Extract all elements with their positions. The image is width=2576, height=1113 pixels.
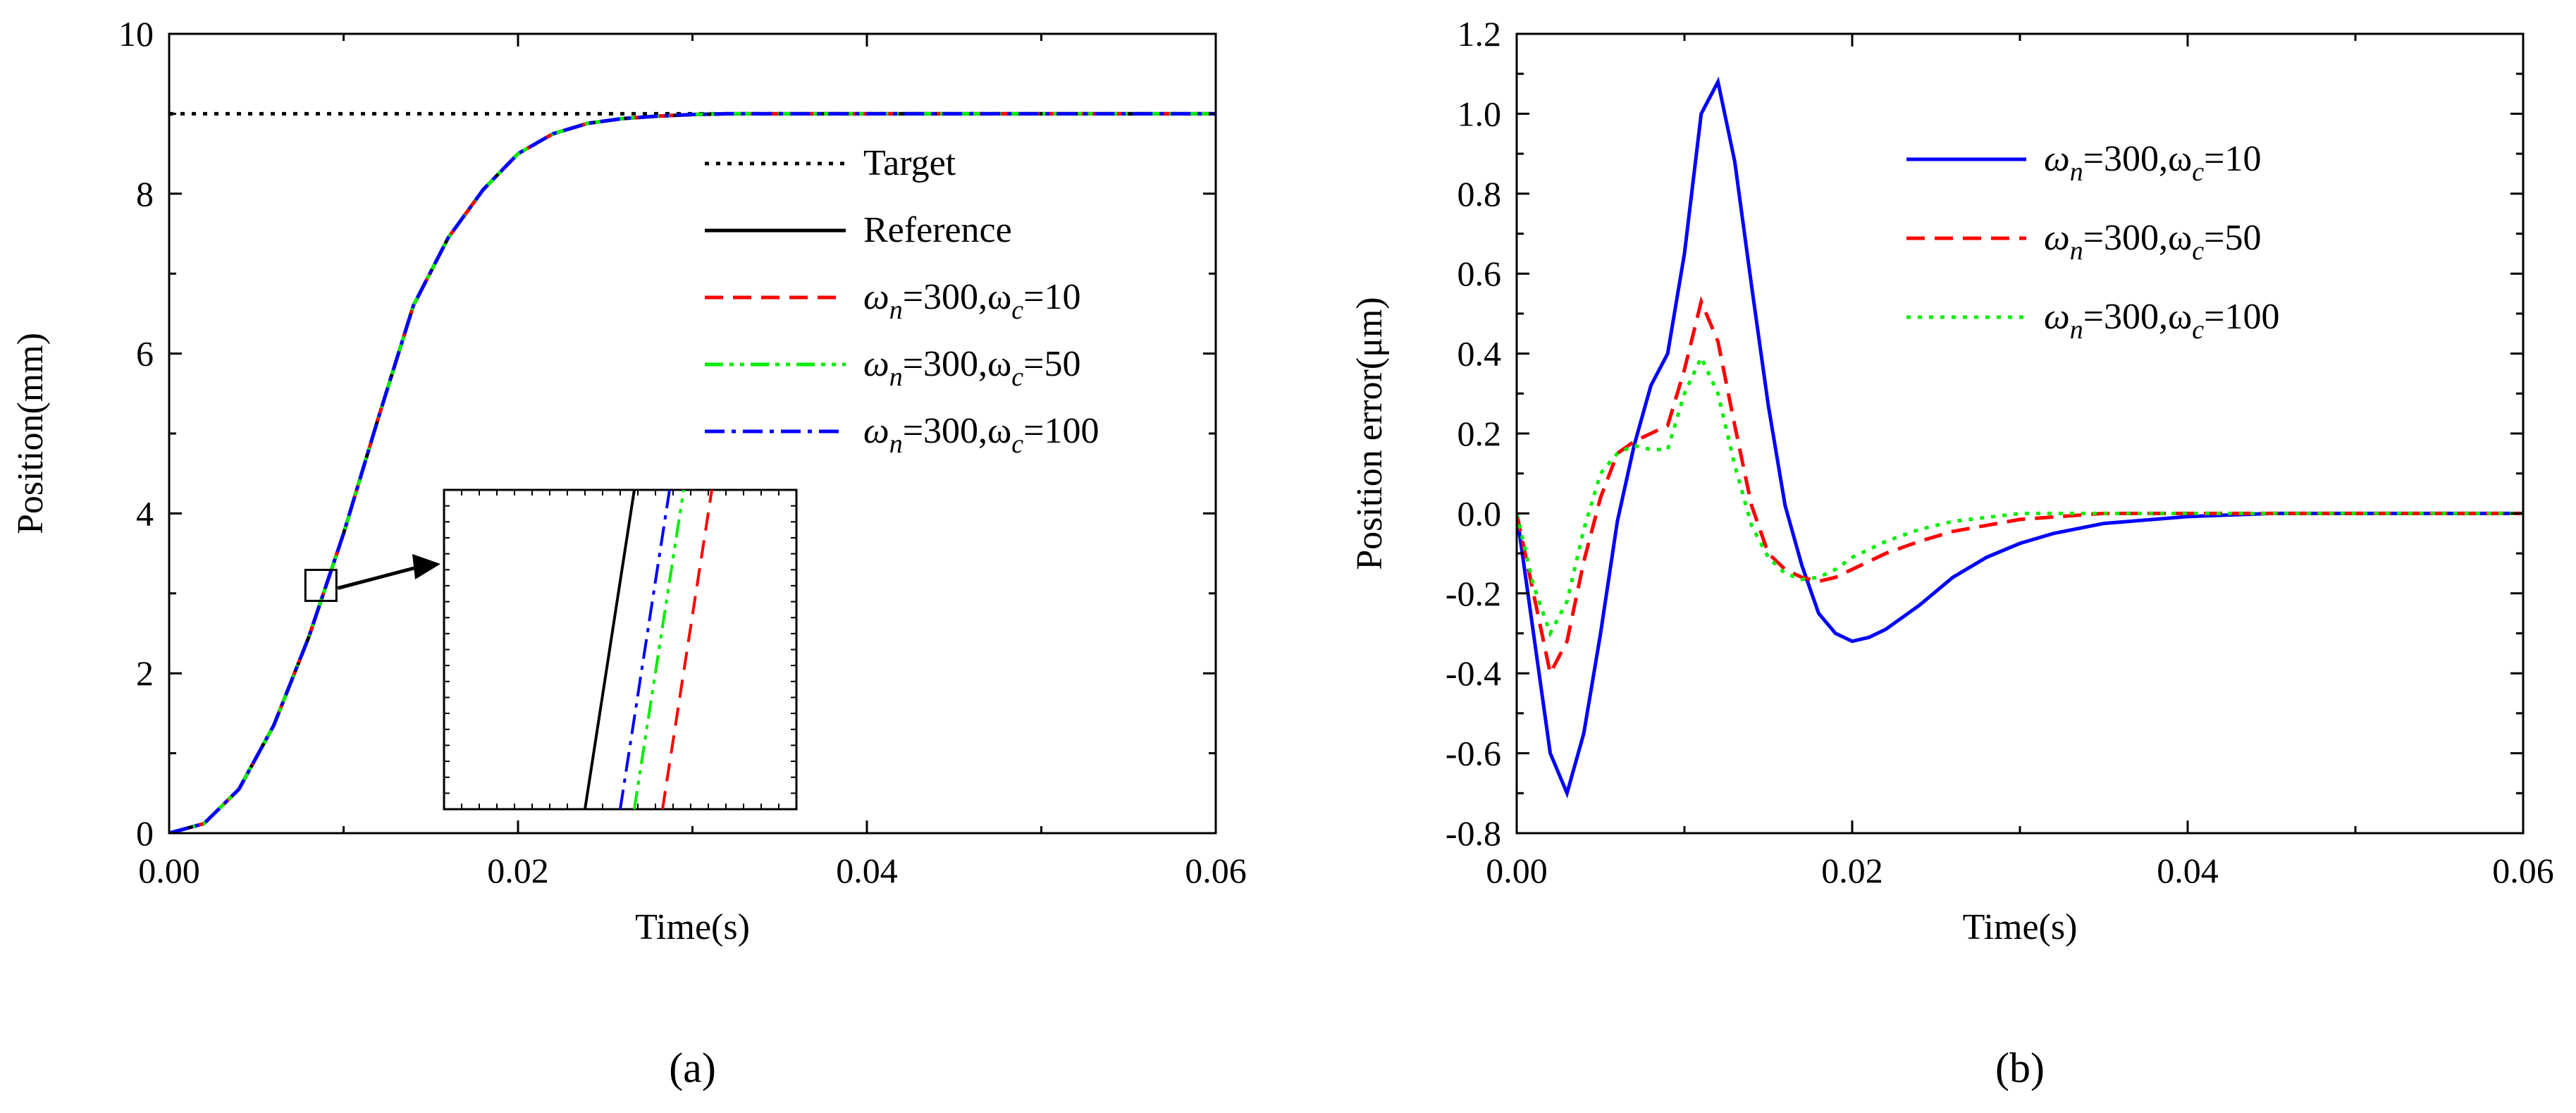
inset-line-2	[619, 490, 671, 809]
y-tick-label: 0.2	[1458, 414, 1502, 453]
zoom-box	[304, 568, 338, 602]
chart-a: 0.00 0.02 0.04 0.06 0 2 4 6 8 10 Time(s) Position(m…	[11, 14, 1247, 1091]
zoom-inset	[443, 488, 798, 811]
legend-label: ωn=300,ωc=10	[863, 277, 1080, 325]
x-tick-label: 0.04	[836, 851, 898, 890]
legend-label: ωn=300,ωc=100	[863, 411, 1099, 459]
series-line-4	[169, 111, 1216, 833]
inset-line-4	[661, 490, 713, 809]
chart-b: 0.00 0.02 0.04 0.06 -0.8 -0.6 -0.4 -0.2 0.0 0.2 0.…	[1350, 14, 2554, 1091]
legend: ωn=300,ωc=10 ωn=300,ωc=50 ωn=300,ωc=100	[1906, 139, 2279, 345]
y-tick-label: -0.2	[1446, 574, 1501, 613]
y-tick-label: 6	[136, 334, 154, 374]
series-line-1	[1517, 76, 2523, 799]
inset-frame	[443, 488, 798, 811]
inset-lines	[584, 490, 713, 809]
x-tick-label: 0.02	[1821, 851, 1883, 890]
plot-frame	[1515, 32, 2525, 835]
x-axis-label: Time(s)	[1963, 907, 2078, 947]
y-tick-label: 0.6	[1458, 254, 1502, 293]
y-tick-label: 0.8	[1458, 174, 1502, 214]
y-tick-label: -0.6	[1446, 734, 1501, 773]
y-tick-label: 4	[136, 493, 154, 533]
series-line-2	[1517, 295, 2523, 679]
legend-label: ωn=300,ωc=50	[2044, 218, 2261, 266]
zoom-arrow	[337, 565, 420, 590]
x-tick-label: 0.00	[138, 851, 200, 890]
y-tick-label: 0	[136, 813, 154, 853]
series-line-3	[1517, 353, 2523, 638]
y-axis-label: Position error(μm)	[1350, 297, 1390, 570]
legend: Target Reference ωn=300,ωc=10 ωn=300,ωc=50 ω…	[705, 143, 1099, 459]
legend-label: Target	[863, 143, 956, 183]
figure-caption: (a)	[669, 1045, 716, 1091]
y-tick-label: -0.4	[1446, 653, 1501, 693]
y-tick-label: 8	[136, 174, 154, 214]
x-axis-label: Time(s)	[635, 907, 750, 947]
y-tick-label: 1.0	[1458, 94, 1502, 133]
y-tick-label: 0.4	[1458, 334, 1502, 374]
y-tick-label: 2	[136, 653, 154, 693]
y-axis-label: Position(mm)	[11, 333, 51, 534]
plot-area	[1517, 76, 2523, 799]
x-tick-label: 0.00	[1486, 851, 1548, 890]
x-tick-label: 0.06	[1185, 851, 1247, 890]
legend-label: Reference	[863, 210, 1012, 250]
y-tick-label: 0.0	[1458, 493, 1502, 533]
x-tick-label: 0.04	[2157, 851, 2219, 890]
y-tick-label: 1.2	[1458, 14, 1502, 54]
figure-caption: (b)	[1995, 1045, 2045, 1091]
inset-line-3	[633, 490, 685, 809]
x-tick-label: 0.06	[2492, 851, 2554, 890]
x-tick-label: 0.02	[487, 851, 549, 890]
plot-area	[169, 111, 1216, 833]
y-tick-label: 10	[118, 14, 154, 54]
legend-label: ωn=300,ωc=10	[2044, 139, 2261, 187]
zoom-arrowhead	[412, 554, 440, 579]
y-tick-label: -0.8	[1446, 813, 1501, 853]
legend-label: ωn=300,ωc=50	[863, 344, 1080, 392]
inset-line-1	[584, 490, 636, 809]
legend-label: ωn=300,ωc=100	[2044, 297, 2279, 345]
